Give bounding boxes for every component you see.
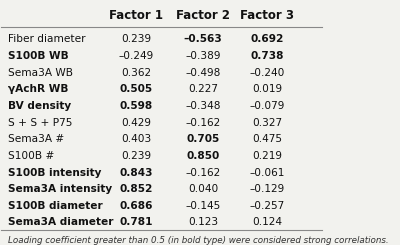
Text: 0.850: 0.850 (187, 151, 220, 161)
Text: Sema3A intensity: Sema3A intensity (8, 184, 112, 194)
Text: 0.598: 0.598 (119, 101, 152, 111)
Text: 0.239: 0.239 (121, 151, 151, 161)
Text: Factor 1: Factor 1 (109, 9, 163, 22)
Text: S + S + P75: S + S + P75 (8, 118, 72, 128)
Text: –0.162: –0.162 (186, 168, 221, 178)
Text: 0.327: 0.327 (252, 118, 282, 128)
Text: –0.240: –0.240 (250, 68, 285, 78)
Text: S100B intensity: S100B intensity (8, 168, 101, 178)
Text: –0.249: –0.249 (118, 51, 154, 61)
Text: 0.692: 0.692 (251, 35, 284, 44)
Text: γAchR WB: γAchR WB (8, 84, 68, 94)
Text: Factor 3: Factor 3 (240, 9, 294, 22)
Text: Loading coefficient greater than 0.5 (in bold type) were considered strong corre: Loading coefficient greater than 0.5 (in… (8, 236, 388, 245)
Text: –0.162: –0.162 (186, 118, 221, 128)
Text: 0.124: 0.124 (252, 218, 282, 227)
Text: S100B #: S100B # (8, 151, 54, 161)
Text: Sema3A diameter: Sema3A diameter (8, 218, 113, 227)
Text: S100B WB: S100B WB (8, 51, 68, 61)
Text: 0.019: 0.019 (252, 84, 282, 94)
Text: 0.429: 0.429 (121, 118, 151, 128)
Text: Fiber diameter: Fiber diameter (8, 35, 85, 44)
Text: 0.403: 0.403 (121, 134, 151, 144)
Text: Factor 2: Factor 2 (176, 9, 230, 22)
Text: –0.498: –0.498 (186, 68, 221, 78)
Text: 0.219: 0.219 (252, 151, 282, 161)
Text: BV density: BV density (8, 101, 71, 111)
Text: 0.705: 0.705 (187, 134, 220, 144)
Text: 0.227: 0.227 (188, 84, 218, 94)
Text: 0.505: 0.505 (119, 84, 152, 94)
Text: 0.040: 0.040 (188, 184, 218, 194)
Text: 0.123: 0.123 (188, 218, 218, 227)
Text: –0.079: –0.079 (250, 101, 285, 111)
Text: S100B diameter: S100B diameter (8, 201, 102, 211)
Text: Sema3A WB: Sema3A WB (8, 68, 73, 78)
Text: –0.129: –0.129 (250, 184, 285, 194)
Text: –0.145: –0.145 (186, 201, 221, 211)
Text: –0.348: –0.348 (186, 101, 221, 111)
Text: –0.563: –0.563 (184, 35, 223, 44)
Text: 0.781: 0.781 (119, 218, 153, 227)
Text: 0.738: 0.738 (250, 51, 284, 61)
Text: –0.389: –0.389 (186, 51, 221, 61)
Text: 0.239: 0.239 (121, 35, 151, 44)
Text: 0.475: 0.475 (252, 134, 282, 144)
Text: Sema3A #: Sema3A # (8, 134, 64, 144)
Text: –0.257: –0.257 (250, 201, 285, 211)
Text: 0.362: 0.362 (121, 68, 151, 78)
Text: 0.686: 0.686 (119, 201, 153, 211)
Text: 0.852: 0.852 (119, 184, 153, 194)
Text: 0.843: 0.843 (119, 168, 153, 178)
Text: –0.061: –0.061 (250, 168, 285, 178)
